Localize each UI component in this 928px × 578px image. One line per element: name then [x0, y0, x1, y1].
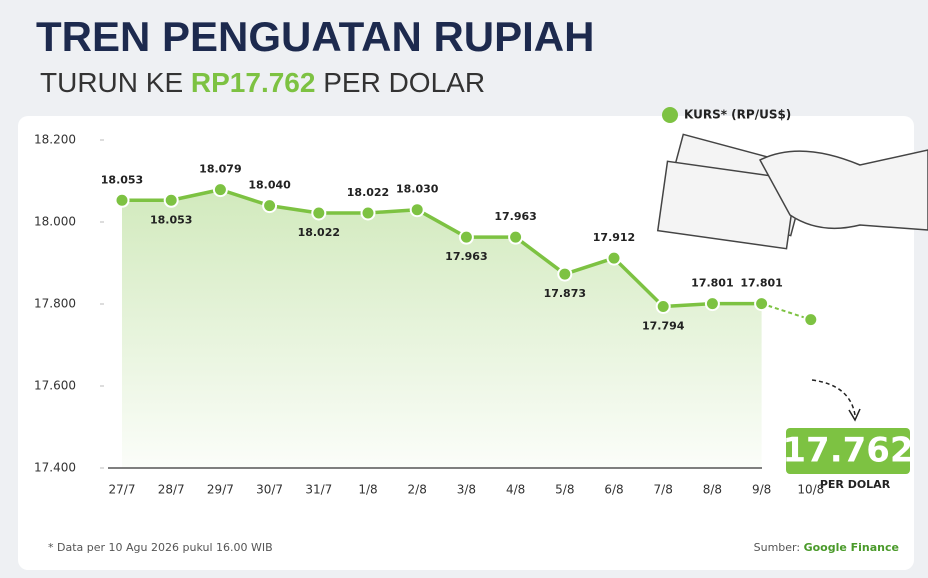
last-value-box	[786, 428, 910, 474]
x-tick-label: 27/7	[109, 483, 136, 497]
subtitle: TURUN KE RP17.762 PER DOLAR	[40, 67, 485, 98]
value-label: 18.053	[101, 173, 143, 186]
x-tick-label: 5/8	[555, 483, 574, 497]
footnote: * Data per 10 Agu 2026 pukul 16.00 WIB	[48, 541, 273, 554]
arrow-head	[848, 408, 861, 422]
value-label: 17.963	[494, 210, 536, 223]
value-label: 17.801	[740, 277, 782, 290]
y-tick-label: 18.200	[34, 133, 76, 147]
point	[360, 205, 376, 221]
value-label: 17.794	[642, 319, 685, 332]
point	[508, 229, 524, 245]
x-tick-label: 6/8	[604, 483, 623, 497]
x-tick-label: 1/8	[358, 483, 377, 497]
y-tick-label: 17.400	[34, 461, 76, 475]
x-tick-label: 2/8	[408, 483, 427, 497]
point	[212, 182, 228, 198]
point	[458, 229, 474, 245]
last-value-label: 17.762	[782, 431, 913, 471]
legend-label: KURS* (RP/US$)	[684, 108, 791, 122]
point	[262, 198, 278, 214]
x-tick-label: 10/8	[797, 483, 824, 497]
area	[122, 189, 762, 469]
value-label: 17.912	[593, 231, 635, 244]
chart-title: TREN PENGUATAN RUPIAH	[36, 13, 594, 60]
value-label: 18.022	[347, 186, 389, 199]
x-tick-label: 8/8	[703, 483, 722, 497]
subtitle-part: TURUN KE	[40, 67, 191, 98]
point	[704, 296, 720, 312]
point	[557, 266, 573, 282]
money-illustration	[656, 133, 928, 250]
y-tick-label: 17.600	[34, 379, 76, 393]
point	[606, 250, 622, 266]
value-label: 17.873	[544, 287, 586, 300]
x-tick-label: 30/7	[256, 483, 283, 497]
value-label: 18.079	[199, 163, 241, 176]
x-tick-label: 3/8	[457, 483, 476, 497]
line	[122, 187, 762, 309]
point	[114, 192, 130, 208]
point	[311, 205, 327, 221]
source-name: Google Finance	[804, 541, 899, 554]
x-tick-label: 29/7	[207, 483, 234, 497]
subtitle-highlight: RP17.762	[191, 67, 316, 98]
point	[409, 202, 425, 218]
value-label: 18.022	[298, 226, 340, 239]
value-label: 17.963	[445, 250, 487, 263]
last-unit: PER DOLAR	[820, 478, 891, 491]
value-label: 17.801	[691, 277, 733, 290]
source: Sumber: Google Finance	[754, 541, 899, 554]
x-tick-label: 9/8	[752, 483, 771, 497]
y-tick-label: 18.000	[34, 215, 76, 229]
legend-marker	[662, 107, 678, 123]
last-segment	[761, 302, 812, 321]
value-label: 18.030	[396, 183, 439, 196]
point	[803, 312, 819, 328]
y-tick-label: 17.800	[34, 297, 76, 311]
x-tick-label: 7/8	[654, 483, 673, 497]
x-tick-label: 4/8	[506, 483, 525, 497]
point	[754, 296, 770, 312]
x-tick-label: 31/7	[305, 483, 332, 497]
value-label: 18.053	[150, 213, 192, 226]
source-prefix: Sumber:	[754, 541, 804, 554]
point	[655, 298, 671, 314]
x-tick-label: 28/7	[158, 483, 185, 497]
subtitle-part: PER DOLAR	[315, 67, 485, 98]
value-label: 18.040	[248, 179, 291, 192]
point	[163, 192, 179, 208]
